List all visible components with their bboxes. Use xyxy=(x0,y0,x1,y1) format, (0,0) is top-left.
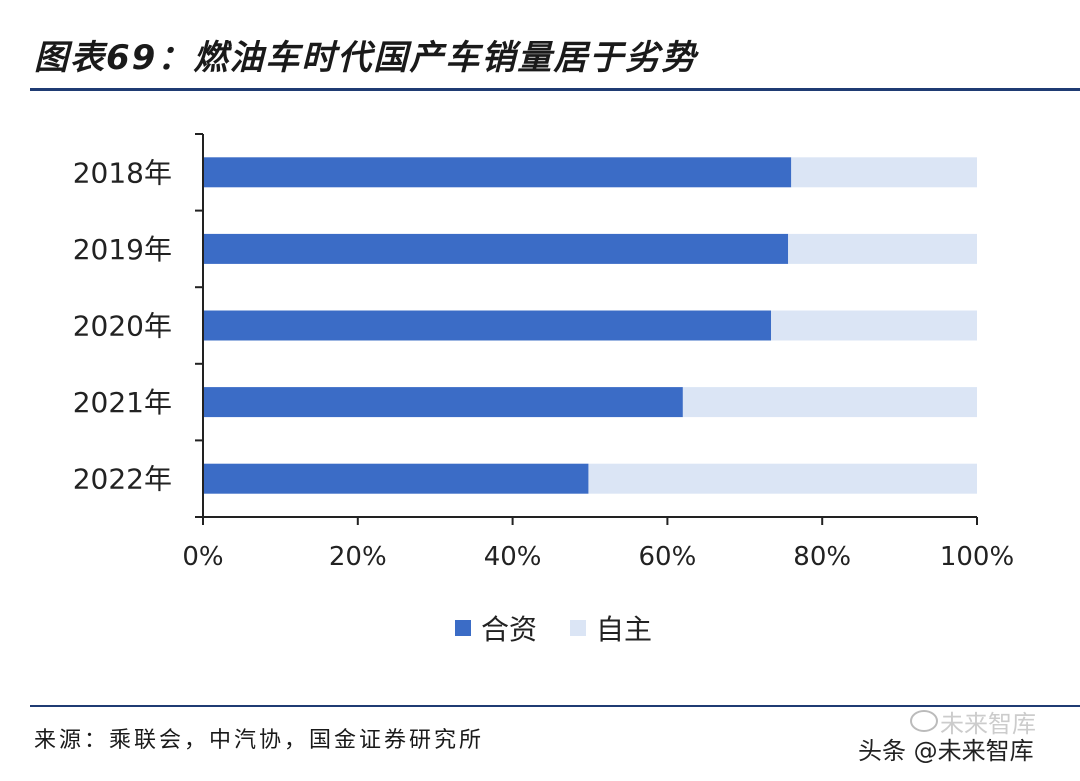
bar-joint-venture-4 xyxy=(203,387,683,418)
bar-domestic-2 xyxy=(788,233,977,264)
bar-group xyxy=(203,157,977,494)
x-tick-label-3: 60% xyxy=(639,542,697,572)
source-note: 来源：乘联会，中汽协，国金证券研究所 xyxy=(34,728,485,753)
category-label-5: 2022年 xyxy=(73,463,172,496)
x-tick-label-1: 20% xyxy=(329,542,387,572)
footer-divider xyxy=(30,705,1080,707)
bar-joint-venture-1 xyxy=(203,157,792,188)
bar-domestic-1 xyxy=(791,157,977,188)
bar-domestic-4 xyxy=(682,387,977,418)
title-divider xyxy=(30,88,1080,91)
axes-group xyxy=(195,133,978,525)
stacked-bar-chart: 2018年 2019年 2020年 2021年 2022年 0% 20% 40% 60% 80%… xyxy=(73,133,1014,646)
legend: 合资 自主 xyxy=(455,613,652,646)
chart-title: 图表69：燃油车时代国产车销量居于劣势 xyxy=(34,38,698,78)
watermark-text: 头条 @未来智库 xyxy=(858,737,1034,765)
x-tick-label-2: 40% xyxy=(484,542,542,572)
x-tick-label-0: 0% xyxy=(182,542,223,572)
bar-domestic-5 xyxy=(588,463,977,494)
category-label-4: 2021年 xyxy=(73,386,172,419)
legend-domestic-swatch xyxy=(570,620,586,636)
watermark-logo-icon xyxy=(910,710,938,732)
bar-joint-venture-3 xyxy=(203,310,772,341)
bar-joint-venture-2 xyxy=(203,233,789,264)
category-labels: 2018年 2019年 2020年 2021年 2022年 xyxy=(73,156,172,495)
legend-joint-venture-label: 合资 xyxy=(481,613,537,646)
bar-domestic-3 xyxy=(771,310,977,341)
x-tick-label-5: 100% xyxy=(940,542,1014,572)
bar-joint-venture-5 xyxy=(203,463,589,494)
category-label-3: 2020年 xyxy=(73,310,172,343)
category-label-2: 2019年 xyxy=(73,233,172,266)
category-label-1: 2018年 xyxy=(73,156,172,189)
watermark-faint-text: 未来智库 xyxy=(940,710,1036,738)
legend-joint-venture-swatch xyxy=(455,620,471,636)
x-tick-label-4: 80% xyxy=(793,542,851,572)
x-tick-labels: 0% 20% 40% 60% 80% 100% xyxy=(182,542,1014,572)
legend-domestic-label: 自主 xyxy=(596,613,652,646)
